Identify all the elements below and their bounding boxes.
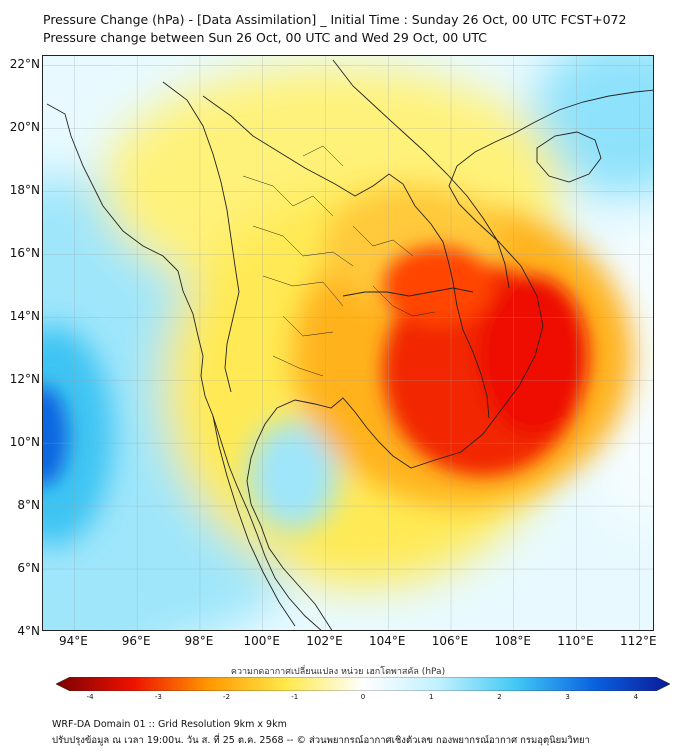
field-strong-fall-north (383, 246, 493, 326)
colorbar-tick-label: -1 (291, 693, 299, 701)
border-myanmar-thailand (162, 81, 240, 393)
map-canvas (43, 56, 653, 630)
model-info: WRF-DA Domain 01 :: Grid Resolution 9km … (52, 719, 287, 730)
chart-title: Pressure Change (hPa) - [Data Assimilati… (43, 12, 627, 27)
lon-label: 96°E (121, 634, 151, 648)
lon-label: 102°E (306, 634, 343, 648)
colorbar-tick-label: -2 (223, 693, 231, 701)
lon-label: 104°E (368, 634, 406, 648)
colorbar-label: ความกดอากาศเปลี่ยนแปลง หน่วย เฮกโตพาสคัล… (230, 667, 446, 677)
border-thailand-laos (202, 95, 454, 283)
lon-label: 94°E (58, 634, 88, 648)
colorbar-tick-label: -3 (154, 693, 162, 701)
lat-label: 8°N (17, 498, 40, 513)
lat-label: 12°N (9, 372, 40, 387)
pressure-change-map (42, 55, 654, 631)
pressure-field (43, 56, 653, 630)
field-rise-northeast (533, 56, 653, 196)
border-thailand-cambodia (342, 287, 474, 297)
lat-label: 16°N (9, 246, 40, 261)
lat-label: 10°N (9, 435, 40, 450)
update-info: ปรับปรุงข้อมูล ณ เวลา 19:00น. วัน ส. ที่… (52, 735, 590, 746)
field-rise-max-west (43, 386, 68, 486)
east-coastline (246, 89, 653, 630)
colorbar (56, 677, 670, 691)
lon-label: 110°E (557, 634, 594, 648)
lon-label: 106°E (431, 634, 469, 648)
colorbar-bar (56, 677, 670, 691)
mainland-coastline (46, 103, 322, 630)
colorbar-tick-label: 1 (428, 693, 434, 701)
lat-label: 20°N (9, 120, 40, 135)
colorbar-tick-label: 3 (565, 693, 570, 701)
lon-label: 100°E (243, 634, 280, 648)
colorbar-tick-label: 4 (633, 693, 639, 701)
border-cambodia-vietnam (452, 281, 490, 419)
border-laos-vietnam (332, 59, 510, 289)
lat-label: 18°N (9, 183, 40, 198)
graticule (43, 56, 653, 630)
hainan-island (536, 131, 602, 183)
lat-label: 4°N (17, 624, 40, 638)
lat-label: 22°N (9, 57, 40, 72)
field-rise-gulf (248, 421, 338, 531)
field-strong-fall-east (478, 276, 588, 436)
peninsula-west-coast (212, 415, 296, 627)
lat-label: 14°N (9, 309, 40, 324)
lon-label: 112°E (620, 634, 657, 648)
colorbar-tick-label: 0 (360, 693, 366, 701)
lat-label: 6°N (17, 561, 40, 576)
lon-label: 98°E (184, 634, 214, 648)
colorbar-tick-label: 2 (497, 693, 502, 701)
chart-subtitle: Pressure change between Sun 26 Oct, 00 U… (43, 30, 487, 45)
colorbar-tick-label: -4 (86, 693, 94, 701)
coastlines-and-borders (46, 59, 653, 630)
field-rise-core-west (43, 326, 113, 546)
lon-label: 108°E (494, 634, 532, 648)
province-lines (242, 145, 436, 377)
